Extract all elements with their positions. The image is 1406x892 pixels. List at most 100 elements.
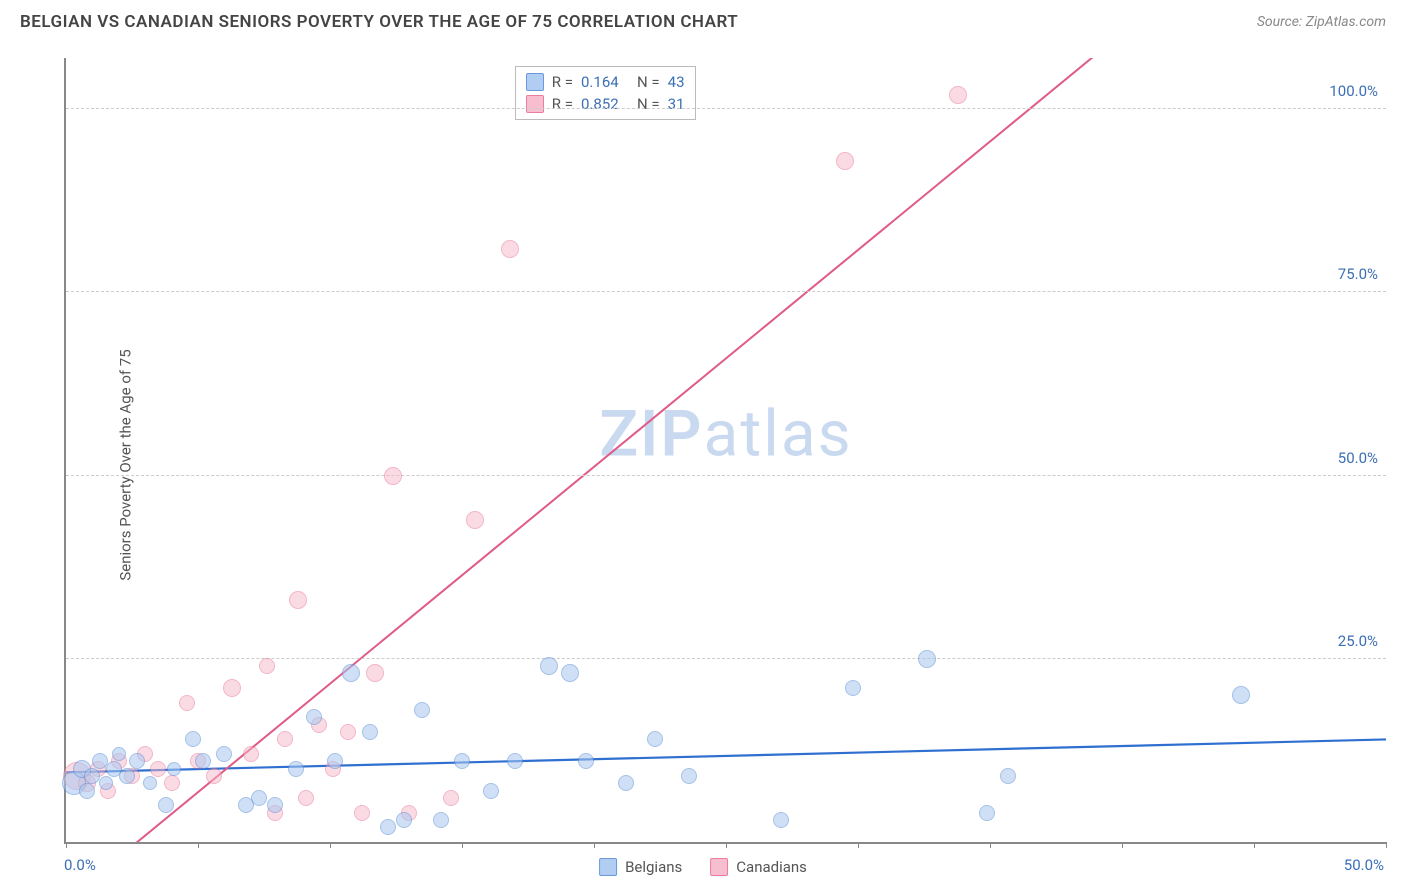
x-tick-label: 50.0% [1344,856,1384,874]
data-point [918,650,936,668]
stats-row: R =0.164N =43 [526,71,685,93]
watermark: ZIPatlas [599,397,852,472]
data-point [507,753,523,769]
data-point [158,797,174,813]
data-point [277,731,293,747]
data-point [342,664,360,682]
trend-line [66,739,1386,772]
stats-r-value: 0.164 [581,73,629,91]
data-point [167,762,181,776]
data-point [1000,768,1016,784]
data-point [561,664,579,682]
data-point [618,775,634,791]
data-point [836,152,854,170]
data-point [112,747,126,761]
legend-swatch [599,858,617,876]
chart-area: Seniors Poverty Over the Age of 75 ZIPat… [20,48,1386,882]
data-point [259,658,275,674]
data-point [454,753,470,769]
chart-source: Source: ZipAtlas.com [1257,14,1386,30]
data-point [289,591,307,609]
data-point [578,753,594,769]
x-tick [1122,842,1123,848]
data-point [501,240,519,258]
data-point [681,768,697,784]
data-point [466,511,484,529]
data-point [288,761,304,777]
data-point [443,790,459,806]
stats-n-value: 43 [668,73,685,91]
stats-r-value: 0.852 [581,95,629,113]
legend-label: Belgians [625,858,682,876]
stats-r-label: R = [552,73,573,91]
y-tick-label: 100.0% [1329,82,1378,100]
data-point [979,805,995,821]
data-point [150,761,166,777]
data-point [206,768,222,784]
stats-box: R = 0.164 N = 43 R = 0.852 N = 31 [515,66,696,120]
legend: Belgians Canadians [599,858,807,876]
data-point [251,790,267,806]
data-point [298,790,314,806]
plot-area: ZIPatlas R =0.164N =43R =0.852N =31 25.0… [64,58,1386,844]
chart-header: BELGIAN VS CANADIAN SENIORS POVERTY OVER… [0,0,1406,40]
x-tick [990,842,991,848]
data-point [483,783,499,799]
trend-lines [66,58,1386,842]
data-point [223,679,241,697]
x-tick [726,842,727,848]
data-point [119,768,135,784]
chart-title: BELGIAN VS CANADIAN SENIORS POVERTY OVER… [20,12,738,32]
x-tick [330,842,331,848]
data-point [647,731,663,747]
y-tick-label: 50.0% [1338,449,1378,467]
data-point [396,812,412,828]
y-tick-label: 75.0% [1338,265,1378,283]
x-tick [462,842,463,848]
data-point [380,819,396,835]
stats-row: R = 0.852 N = 31 [526,93,685,115]
legend-item: Belgians [599,858,682,876]
data-point [243,746,259,762]
stats-swatch [526,95,544,113]
data-point [414,702,430,718]
watermark-b: atlas [704,397,853,472]
data-point [129,753,145,769]
gridline [66,475,1386,476]
data-point [216,746,232,762]
trend-line [66,58,1386,842]
data-point [949,86,967,104]
watermark-a: ZIP [599,397,703,472]
data-point [433,812,449,828]
data-point [195,753,211,769]
gridline [66,291,1386,292]
legend-item: Canadians [710,858,807,876]
x-tick [198,842,199,848]
stats-r-label: R = [552,95,573,113]
stats-swatch [526,73,544,91]
x-tick-label: 0.0% [64,856,96,874]
x-tick [858,842,859,848]
data-point [327,753,343,769]
legend-swatch [710,858,728,876]
x-tick [1386,842,1387,848]
data-point [340,724,356,740]
data-point [384,467,402,485]
data-point [354,805,370,821]
data-point [179,695,195,711]
data-point [99,776,113,790]
stats-n-value: 31 [668,95,685,113]
data-point [306,709,322,725]
data-point [362,724,378,740]
legend-label: Canadians [736,858,807,876]
data-point [540,657,558,675]
x-tick [66,842,67,848]
x-tick [1254,842,1255,848]
stats-n-label: N = [637,95,660,113]
gridline [66,108,1386,109]
data-point [366,664,384,682]
x-tick [594,842,595,848]
data-point [143,776,157,790]
data-point [185,731,201,747]
data-point [79,783,95,799]
